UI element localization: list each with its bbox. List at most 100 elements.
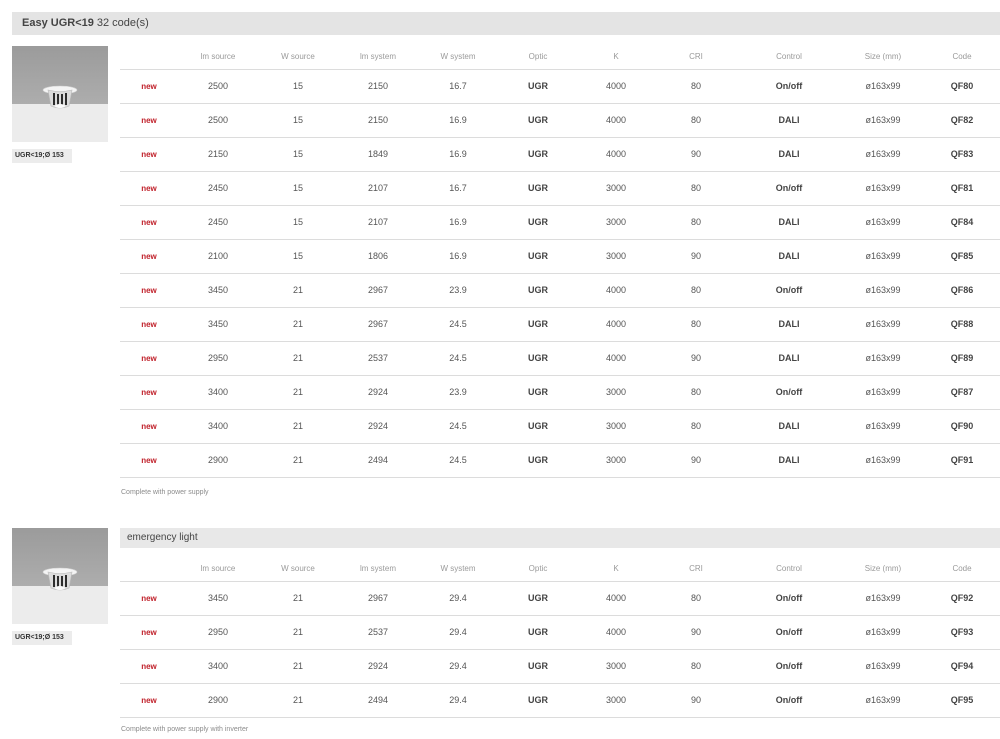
- w-source-cell: 21: [292, 661, 303, 671]
- product-label-emergency: UGR<19;Ø 153: [12, 631, 72, 645]
- w-system-cell: 24.5: [449, 353, 467, 363]
- w-system-cell: 29.4: [449, 661, 467, 671]
- w-source-cell: 21: [292, 353, 303, 363]
- table-row[interactable]: new 2950 21 2537 29.4 UGR 4000 90 On/off ø163x99 Q…: [120, 615, 1000, 649]
- w-system-cell: 24.5: [449, 455, 467, 465]
- size-cell: ø163x99: [865, 387, 901, 397]
- cri-cell: 90: [690, 455, 701, 465]
- lm-system-cell: 2494: [367, 455, 389, 465]
- optic-cell: UGR: [528, 627, 548, 637]
- table-row[interactable]: new 2500 15 2150 16.9 UGR 4000 80 DALI ø163x99 QF8…: [120, 103, 1000, 137]
- status-badge-cell: new: [141, 184, 157, 193]
- control-cell: DALI: [778, 319, 800, 329]
- lm-source-cell: 2100: [207, 251, 229, 261]
- code-cell[interactable]: QF87: [950, 387, 974, 397]
- table-row[interactable]: new 2450 15 2107 16.7 UGR 3000 80 On/off ø163x99 Q…: [120, 171, 1000, 205]
- table-row[interactable]: new 2450 15 2107 16.9 UGR 3000 80 DALI ø163x99 QF8…: [120, 205, 1000, 239]
- optic-cell: UGR: [528, 115, 548, 125]
- cri-cell: 90: [690, 627, 701, 637]
- table-row[interactable]: new 2900 21 2494 29.4 UGR 3000 90 On/off ø163x99 Q…: [120, 683, 1000, 717]
- code-cell[interactable]: QF90: [950, 421, 974, 431]
- table-row[interactable]: new 3400 21 2924 23.9 UGR 3000 80 On/off ø163x99 Q…: [120, 375, 1000, 409]
- control-cell: DALI: [778, 217, 800, 227]
- header-w-source: W source: [281, 52, 315, 61]
- lm-system-cell: 2494: [367, 695, 389, 705]
- cri-cell: 90: [690, 695, 701, 705]
- table-row[interactable]: new 3400 21 2924 29.4 UGR 3000 80 On/off ø163x99 Q…: [120, 649, 1000, 683]
- lm-system-cell: 2924: [367, 421, 389, 431]
- header-code: Code: [952, 52, 972, 61]
- table-row[interactable]: new 2100 15 1806 16.9 UGR 3000 90 DALI ø163x99 QF8…: [120, 239, 1000, 273]
- w-source-cell: 21: [292, 593, 303, 603]
- table-row[interactable]: new 3450 21 2967 24.5 UGR 4000 80 DALI ø163x99 QF8…: [120, 307, 1000, 341]
- lm-source-cell: 3450: [207, 593, 229, 603]
- code-cell[interactable]: QF83: [950, 149, 974, 159]
- optic-cell: UGR: [528, 149, 548, 159]
- table-row[interactable]: new 3450 21 2967 29.4 UGR 4000 80 On/off ø163x99 Q…: [120, 581, 1000, 615]
- cri-cell: 80: [690, 661, 701, 671]
- product-image-emergency[interactable]: [12, 528, 108, 624]
- lm-system-cell: 2150: [367, 115, 389, 125]
- table-row[interactable]: new 2900 21 2494 24.5 UGR 3000 90 DALI ø163x99 QF9…: [120, 443, 1000, 477]
- table-row[interactable]: new 2500 15 2150 16.7 UGR 4000 80 On/off ø163x99 Q…: [120, 69, 1000, 103]
- code-cell[interactable]: QF88: [950, 319, 974, 329]
- cri-cell: 90: [690, 149, 701, 159]
- optic-cell: UGR: [528, 695, 548, 705]
- color-temperature-cell: 3000: [605, 421, 627, 431]
- status-badge-cell: new: [141, 628, 157, 637]
- cri-cell: 80: [690, 115, 701, 125]
- code-cell[interactable]: QF86: [950, 285, 974, 295]
- code-cell[interactable]: QF92: [950, 593, 974, 603]
- code-count: 32 code(s): [96, 17, 149, 29]
- optic-cell: UGR: [528, 81, 548, 91]
- lm-system-cell: 2537: [367, 353, 389, 363]
- control-cell: DALI: [778, 149, 800, 159]
- code-cell[interactable]: QF89: [950, 353, 974, 363]
- lm-source-cell: 2150: [207, 149, 229, 159]
- code-cell[interactable]: QF81: [950, 183, 974, 193]
- w-system-cell: 23.9: [449, 285, 467, 295]
- w-source-cell: 15: [292, 115, 303, 125]
- code-cell[interactable]: QF91: [950, 455, 974, 465]
- status-badge-cell: new: [141, 422, 157, 431]
- w-source-cell: 15: [292, 81, 303, 91]
- table-row[interactable]: new 2150 15 1849 16.9 UGR 4000 90 DALI ø163x99 QF8…: [120, 137, 1000, 171]
- code-cell[interactable]: QF82: [950, 115, 974, 125]
- table-row[interactable]: new 2950 21 2537 24.5 UGR 4000 90 DALI ø163x99 QF8…: [120, 341, 1000, 375]
- control-cell: On/off: [775, 183, 803, 193]
- color-temperature-cell: 3000: [605, 251, 627, 261]
- table-row[interactable]: new 3450 21 2967 23.9 UGR 4000 80 On/off ø163x99 Q…: [120, 273, 1000, 307]
- header-control: Control: [776, 564, 802, 573]
- size-cell: ø163x99: [865, 661, 901, 671]
- code-cell[interactable]: QF95: [950, 695, 974, 705]
- cri-cell: 80: [690, 81, 701, 91]
- header-optic: Optic: [528, 564, 548, 573]
- codes-table: lm source W source lm system W system Optic K…: [120, 45, 1000, 478]
- code-cell[interactable]: QF94: [950, 661, 974, 671]
- color-temperature-cell: 4000: [605, 593, 627, 603]
- table-header: lm source W source lm system W system Optic K…: [120, 557, 1000, 581]
- lm-system-cell: 2967: [367, 319, 389, 329]
- lm-system-cell: 2924: [367, 387, 389, 397]
- lm-source-cell: 2450: [207, 183, 229, 193]
- w-source-cell: 15: [292, 217, 303, 227]
- color-temperature-cell: 4000: [605, 149, 627, 159]
- code-cell[interactable]: QF84: [950, 217, 974, 227]
- cri-cell: 80: [690, 421, 701, 431]
- lm-source-cell: 2950: [207, 627, 229, 637]
- w-source-cell: 15: [292, 149, 303, 159]
- product-image[interactable]: [12, 46, 108, 142]
- size-cell: ø163x99: [865, 627, 901, 637]
- code-cell[interactable]: QF80: [950, 81, 974, 91]
- code-cell[interactable]: QF85: [950, 251, 974, 261]
- size-cell: ø163x99: [865, 421, 901, 431]
- control-cell: DALI: [778, 353, 800, 363]
- optic-cell: UGR: [528, 593, 548, 603]
- lm-system-cell: 2107: [367, 183, 389, 193]
- header-cri: CRI: [689, 52, 703, 61]
- w-system-cell: 29.4: [449, 695, 467, 705]
- code-cell[interactable]: QF93: [950, 627, 974, 637]
- table-row[interactable]: new 3400 21 2924 24.5 UGR 3000 80 DALI ø163x99 QF9…: [120, 409, 1000, 443]
- lm-system-cell: 2967: [367, 593, 389, 603]
- optic-cell: UGR: [528, 285, 548, 295]
